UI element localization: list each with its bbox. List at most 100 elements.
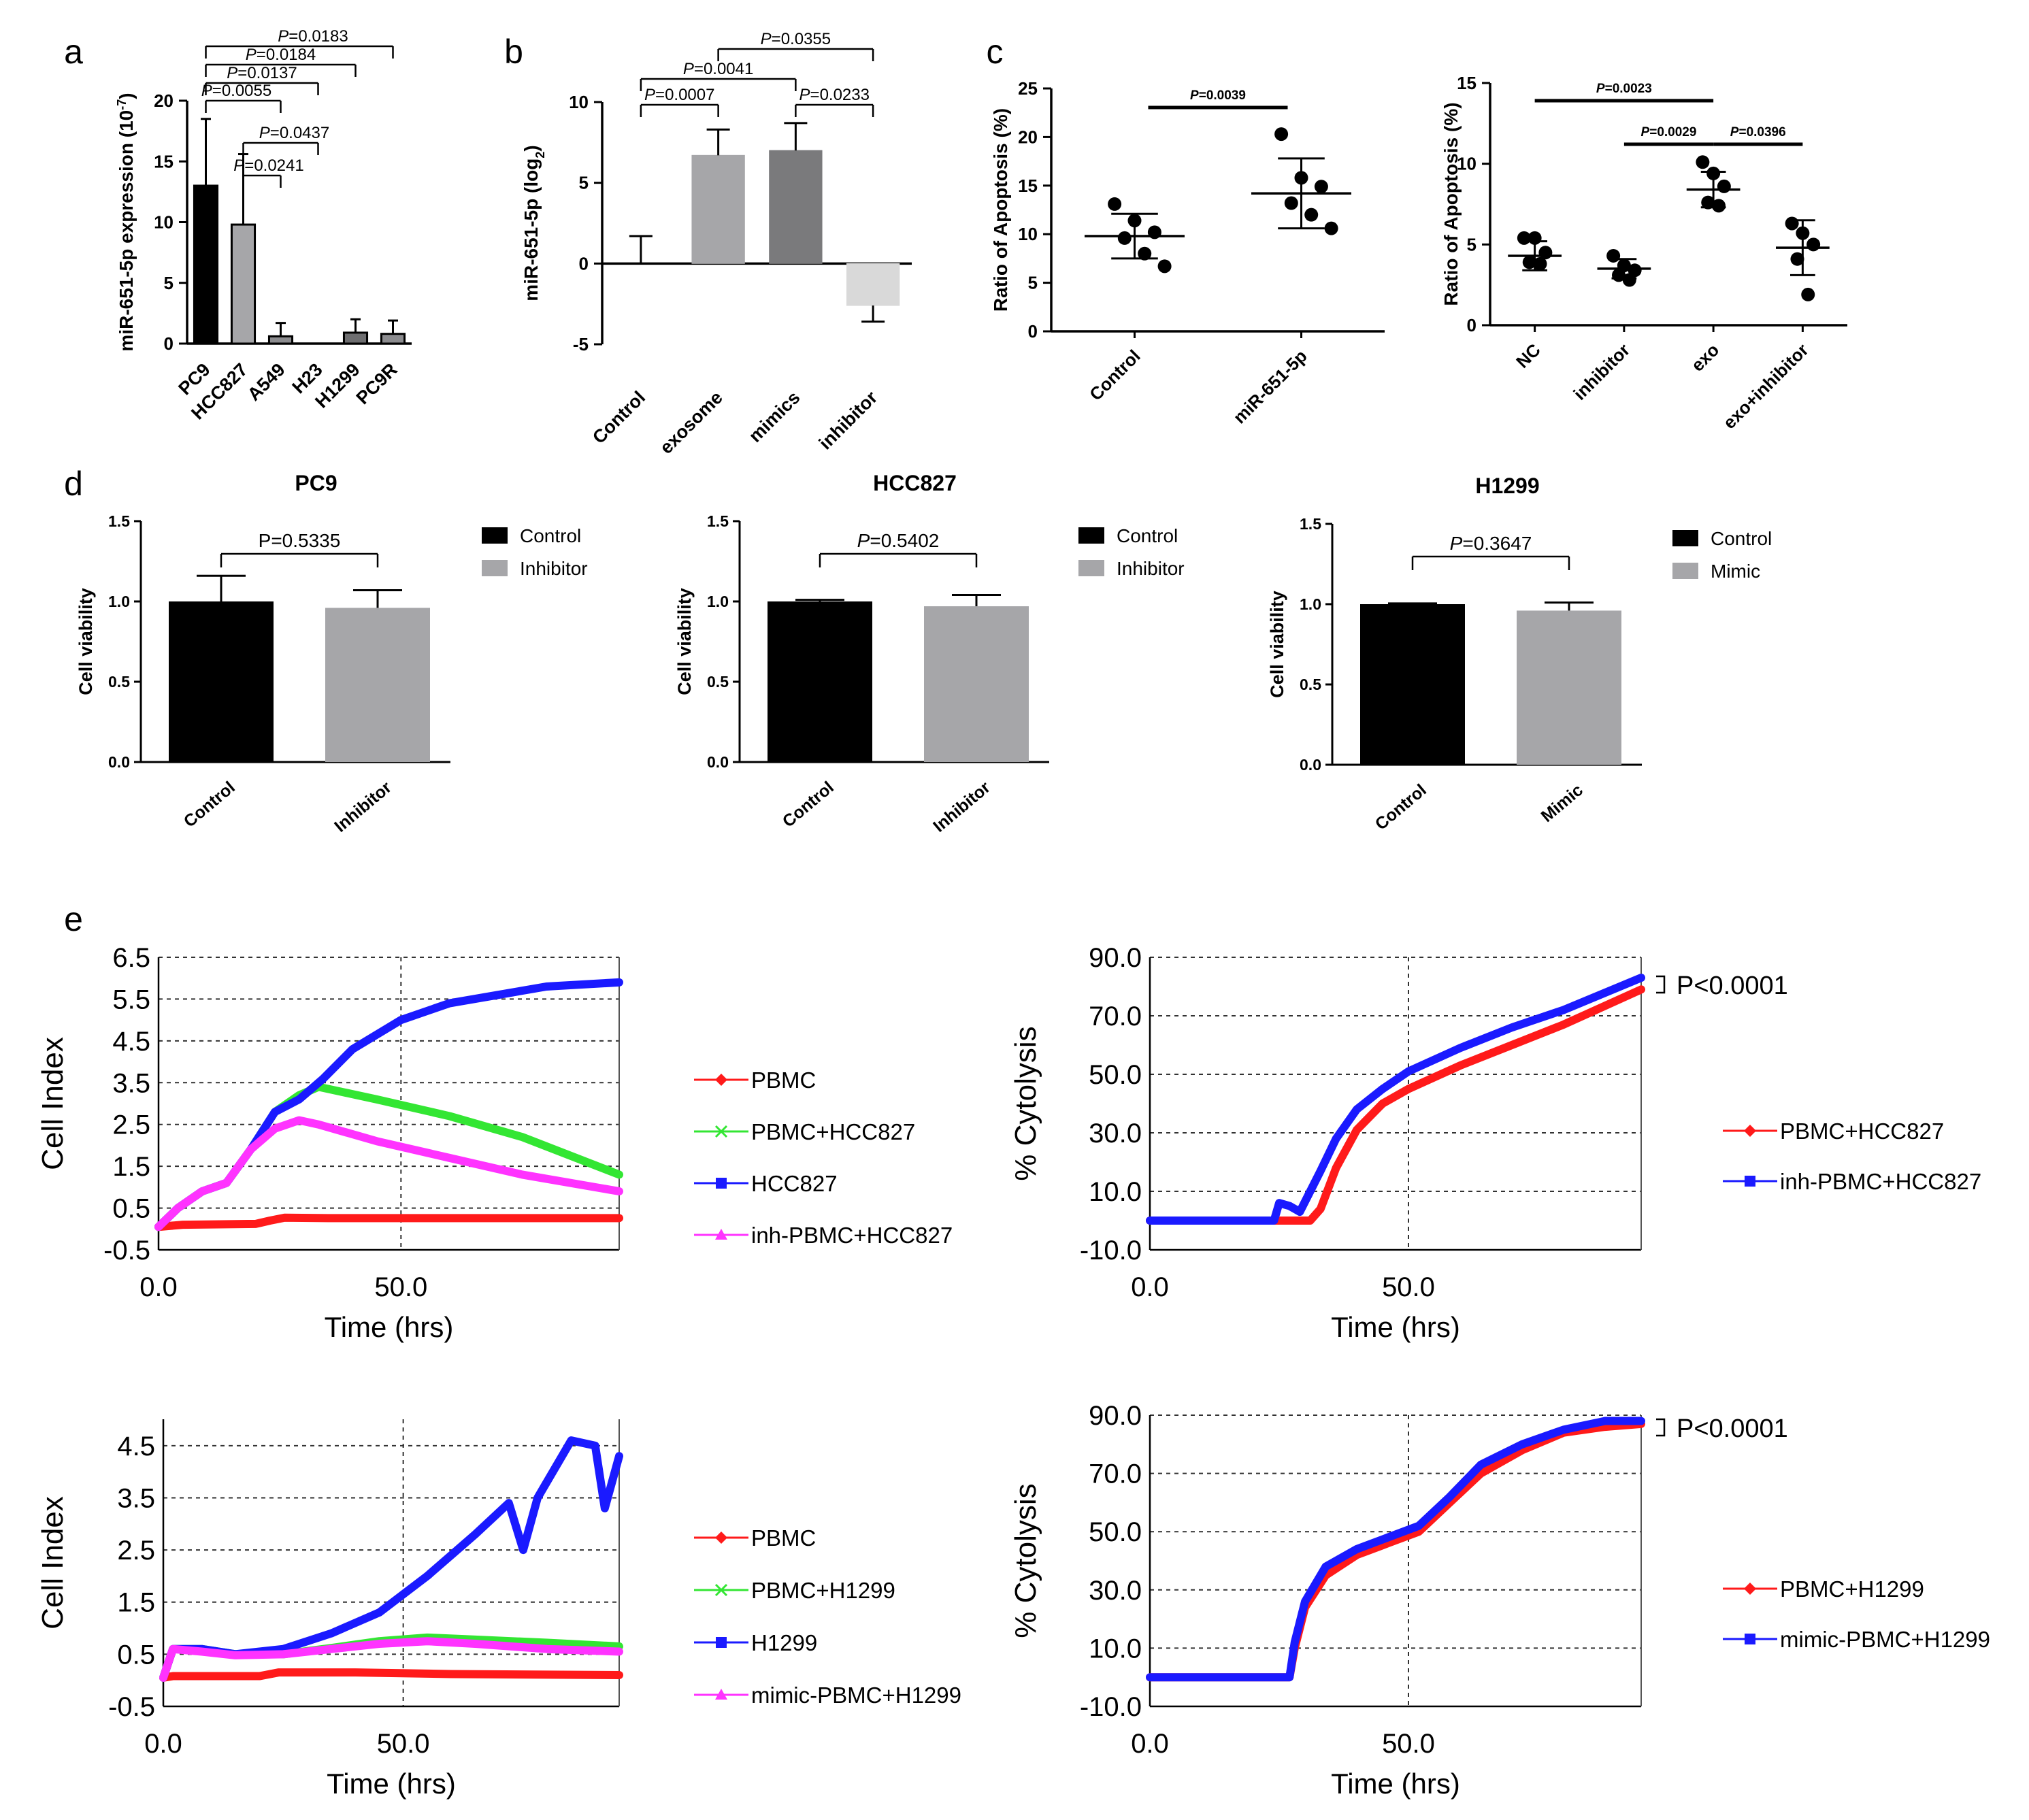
y-tick-label: 2.5 <box>117 1536 155 1566</box>
chart-c1: 0 5 10 15 20 25 Control miR-651-5p Ratio of Apop… <box>990 78 1385 427</box>
y-tick-label: 6.5 <box>112 943 150 973</box>
p-value-label: P=0.0437 <box>259 124 329 142</box>
panel-letters: a b c d e <box>64 33 1003 938</box>
p-value-label: P=0.0396 <box>1730 125 1786 139</box>
p-value-label: P=0.0233 <box>799 86 870 104</box>
x-tick-label: 0.0 <box>1131 1729 1169 1759</box>
panel-letter-d: d <box>64 465 83 503</box>
bar-Control <box>1360 604 1465 765</box>
bar-A549 <box>267 335 294 345</box>
legend-label: mimic-PBMC+H1299 <box>1780 1627 1990 1652</box>
p-value-label: P=0.5402 <box>857 530 940 551</box>
legend-marker <box>714 1583 728 1597</box>
legend-label: Mimic <box>1711 561 1760 582</box>
y-tick-label: 20 <box>1018 127 1038 147</box>
x-tick-label: 50.0 <box>377 1729 430 1759</box>
data-point <box>1801 287 1815 301</box>
y-axis-label: Cell viability <box>76 588 96 695</box>
legend-marker <box>1744 1125 1756 1137</box>
category-label: Control <box>589 387 649 448</box>
legend-marker <box>715 1532 727 1544</box>
legend-label: HCC827 <box>751 1171 838 1196</box>
p-value-label: P=0.0039 <box>1190 88 1246 103</box>
category-label: Inhibitor <box>929 778 994 836</box>
data-point <box>1138 246 1152 261</box>
series-line-PBMC <box>154 1213 623 1231</box>
panel-title: HCC827 <box>873 471 957 495</box>
category-label: Mimic <box>1538 780 1587 826</box>
y-tick-label: 0 <box>579 253 589 274</box>
y-tick-label: 0.0 <box>1300 756 1321 774</box>
legend-marker <box>1744 1583 1756 1595</box>
chart-e4: 90.0 70.0 50.0 30.0 10.0 -10.0 0.0 50.0 Time (hr… <box>1009 1401 1990 1800</box>
panel-letter-a: a <box>64 33 83 71</box>
p-value-label: P=0.0055 <box>201 82 271 100</box>
y-axis-label: Cell Index <box>36 1037 69 1170</box>
bar-Control <box>169 601 274 762</box>
category-label: exo <box>1687 340 1723 376</box>
legend-swatch <box>1672 530 1698 546</box>
series-line-PBMC+H1299 <box>1146 1419 1645 1682</box>
p-value-label: P=0.3647 <box>1450 533 1532 554</box>
data-point <box>1807 237 1821 252</box>
y-tick-label: 0.5 <box>117 1640 155 1670</box>
y-tick-label: 20 <box>154 90 174 111</box>
p-value-label: P=0.5335 <box>259 530 341 551</box>
marker-stroke <box>714 1125 728 1138</box>
legend-label: PBMC+H1299 <box>1780 1576 1924 1602</box>
y-tick-label: 0 <box>164 333 174 354</box>
y-tick-label: 50.0 <box>1089 1060 1142 1090</box>
legend-marker <box>716 1637 727 1648</box>
chart-d2: HCC827 0.0 0.5 1.0 1.5 Control Inhibitor Cell v… <box>674 471 1185 836</box>
bar-exosome <box>691 154 745 264</box>
y-tick-label: 3.5 <box>112 1068 150 1098</box>
y-tick-label: 15 <box>1457 73 1477 93</box>
category-label: inhibitor <box>815 387 882 454</box>
y-axis-label: miR-651-5p (log2) <box>521 145 547 301</box>
legend-label: Control <box>1117 525 1178 546</box>
y-axis-label: % Cytolysis <box>1009 1483 1042 1638</box>
data-point <box>1284 196 1298 210</box>
annotation-bracket <box>1656 1418 1666 1437</box>
legend-label: Inhibitor <box>520 558 588 579</box>
y-tick-label: 30.0 <box>1089 1576 1142 1606</box>
x-tick-label: 0.0 <box>1131 1272 1169 1302</box>
legend-marker <box>715 1689 727 1700</box>
bar-mimics <box>769 150 823 264</box>
chart-b: -5 0 5 10 Control exosome mimics inhibitor miR-6… <box>521 30 912 458</box>
category-label: Control <box>779 778 838 831</box>
chart-e2: 90.0 70.0 50.0 30.0 10.0 -10.0 0.0 50.0 Time (hr… <box>1009 943 1981 1343</box>
series-line-mimic-PBMC+H1299 <box>1146 1417 1645 1682</box>
x-axis-label: Time (hrs) <box>325 1311 454 1343</box>
p-value-label: P=0.0041 <box>683 60 753 78</box>
data-point <box>1606 248 1621 263</box>
data-point <box>1712 199 1726 213</box>
panel-letter-c: c <box>987 33 1004 71</box>
series-line-PBMC+HCC827 <box>154 1082 623 1231</box>
y-tick-label: 0.5 <box>707 673 729 691</box>
y-tick-label: 1.5 <box>112 1152 150 1182</box>
y-tick-label: 10 <box>154 212 174 233</box>
bar-H1299 <box>342 331 369 345</box>
category-label: exosome <box>656 387 727 458</box>
y-tick-label: 1.0 <box>108 593 130 610</box>
legend-marker <box>715 1229 727 1240</box>
series-line-PBMC <box>159 1668 623 1682</box>
bar-PC9 <box>193 184 219 345</box>
y-tick-label: 0.5 <box>108 673 130 691</box>
y-tick-label: 1.0 <box>707 593 729 610</box>
y-tick-label: 4.5 <box>112 1027 150 1057</box>
category-label: PC9R <box>352 359 401 408</box>
data-point <box>1117 231 1132 245</box>
y-tick-label: 10 <box>569 92 589 112</box>
y-axis-label: Cell viability <box>674 588 695 695</box>
p-value-label: P=0.0183 <box>278 27 348 46</box>
data-point <box>1701 195 1715 210</box>
data-point <box>1314 180 1328 194</box>
y-tick-label: 15 <box>154 151 174 171</box>
y-axis-label: Cell Index <box>36 1496 69 1629</box>
bar-PC9R <box>380 333 406 345</box>
category-label: NC <box>1512 340 1545 372</box>
series-line-inh-PBMC+HCC827 <box>154 1116 623 1231</box>
x-tick-label: 50.0 <box>1382 1272 1435 1302</box>
